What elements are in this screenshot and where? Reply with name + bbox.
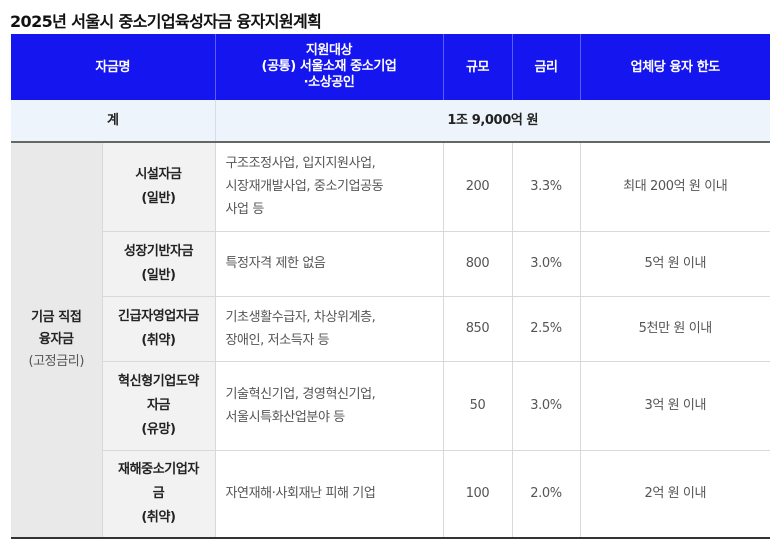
fund-rate: 2.5% — [511, 296, 580, 362]
fund-target-line: 구조조정사업, 입지지원사업, — [225, 156, 376, 172]
table-row: 혁신형기업도약 자금 (유망) 기술혁신기업, 경영혁신기업, 서울시특화산업분… — [11, 361, 770, 451]
fund-limit: 최대 200억 원 이내 — [579, 142, 770, 232]
fund-target-line: 기초생활수급자, 차상위계층, — [225, 309, 376, 325]
fund-scale: 100 — [442, 450, 512, 539]
table-row: 긴급자영업자금 (취약) 기초생활수급자, 차상위계층, 장애인, 저소득자 등… — [11, 296, 770, 362]
header-target-line: ·소상공인 — [303, 75, 355, 90]
fund-name-line: (유망) — [141, 421, 176, 437]
fund-name-line: (일반) — [141, 267, 176, 283]
fund-scale: 200 — [442, 142, 512, 232]
fund-target: 자연재해·사회재난 피해 기업 — [214, 450, 443, 539]
table-row: 성장기반자금 (일반) 특정자격 제한 없음 800 3.0% 5억 원 이내 — [11, 231, 770, 297]
loan-plan-table: 자금명 지원대상 (공통) 서울소재 중소기업 ·소상공인 규모 금리 업체당 … — [11, 34, 770, 539]
fund-scale: 800 — [442, 231, 512, 297]
fund-name-line: 성장기반자금 — [123, 243, 194, 259]
fund-limit: 5억 원 이내 — [579, 231, 770, 297]
table-row: 재해중소기업자 금 (취약) 자연재해·사회재난 피해 기업 100 2.0% … — [11, 450, 770, 539]
total-label: 계 — [11, 100, 216, 143]
fund-rate: 3.0% — [511, 231, 580, 297]
fund-name-line: (취약) — [141, 332, 176, 348]
fund-name: 혁신형기업도약 자금 (유망) — [101, 361, 215, 451]
fund-target-line: 자연재해·사회재난 피해 기업 — [225, 486, 376, 502]
fund-name-line: 시설자금 — [135, 166, 182, 182]
fund-target-line: 사업 등 — [225, 202, 265, 218]
table-row: 기금 직접 융자금 (고정금리) 시설자금 (일반) 구조조정사업, 입지지원사… — [11, 142, 770, 539]
fund-target: 특정자격 제한 없음 — [214, 231, 443, 297]
header-rate: 금리 — [511, 34, 580, 100]
fund-rate: 2.0% — [511, 450, 580, 539]
fund-name-line: 재해중소기업자 — [118, 461, 199, 477]
fund-target-line: 특정자격 제한 없음 — [225, 256, 326, 271]
header-limit: 업체당 융자 한도 — [579, 34, 770, 100]
fund-target-line: 기술혁신기업, 경영혁신기업, — [225, 386, 376, 402]
fund-target-line: 시장재개발사업, 중소기업공동 — [225, 179, 384, 195]
total-value: 1조 9,000억 원 — [215, 100, 770, 143]
fund-limit: 5천만 원 이내 — [579, 296, 770, 362]
fund-name: 성장기반자금 (일반) — [101, 231, 215, 297]
fund-rate: 3.3% — [511, 142, 580, 232]
fund-rate: 3.0% — [511, 361, 580, 451]
header-fund-name: 자금명 — [11, 34, 215, 100]
group-name-line: 융자금 — [38, 332, 74, 347]
fund-target-line: 서울시특화산업분야 등 — [225, 409, 346, 425]
total-row: 계 1조 9,000억 원 — [11, 100, 770, 143]
header-target-line: (공통) 서울소재 중소기업 — [261, 59, 397, 74]
fund-name-line: (일반) — [141, 190, 176, 206]
fund-name: 긴급자영업자금 (취약) — [101, 296, 215, 362]
header-scale: 규모 — [442, 34, 512, 100]
fund-name-line: (취약) — [141, 509, 176, 525]
fund-scale: 50 — [442, 361, 512, 451]
fund-limit: 2억 원 이내 — [579, 450, 770, 539]
fund-name-line: 긴급자영업자금 — [118, 308, 199, 324]
fund-name-line: 금 — [152, 485, 165, 501]
fund-name: 재해중소기업자 금 (취약) — [101, 450, 215, 539]
group-label: 기금 직접 융자금 (고정금리) — [11, 142, 102, 539]
fund-target: 기초생활수급자, 차상위계층, 장애인, 저소득자 등 — [214, 296, 443, 362]
table-header-row: 자금명 지원대상 (공통) 서울소재 중소기업 ·소상공인 규모 금리 업체당 … — [11, 34, 770, 100]
fund-scale: 850 — [442, 296, 512, 362]
fund-target-line: 장애인, 저소득자 등 — [225, 332, 330, 348]
header-target: 지원대상 (공통) 서울소재 중소기업 ·소상공인 — [214, 34, 443, 100]
fund-limit: 3억 원 이내 — [579, 361, 770, 451]
header-target-line: 지원대상 — [305, 43, 353, 58]
fund-name-line: 자금 — [146, 397, 171, 413]
fund-target: 구조조정사업, 입지지원사업, 시장재개발사업, 중소기업공동 사업 등 — [214, 142, 443, 232]
page-title: 2025년 서울시 중소기업육성자금 융자지원계획 — [10, 12, 322, 31]
fund-name-line: 혁신형기업도약 — [118, 373, 199, 389]
fund-target: 기술혁신기업, 경영혁신기업, 서울시특화산업분야 등 — [214, 361, 443, 451]
fund-name: 시설자금 (일반) — [101, 142, 215, 232]
group-name-line: 기금 직접 — [31, 310, 82, 325]
group-subtitle: (고정금리) — [28, 354, 85, 369]
